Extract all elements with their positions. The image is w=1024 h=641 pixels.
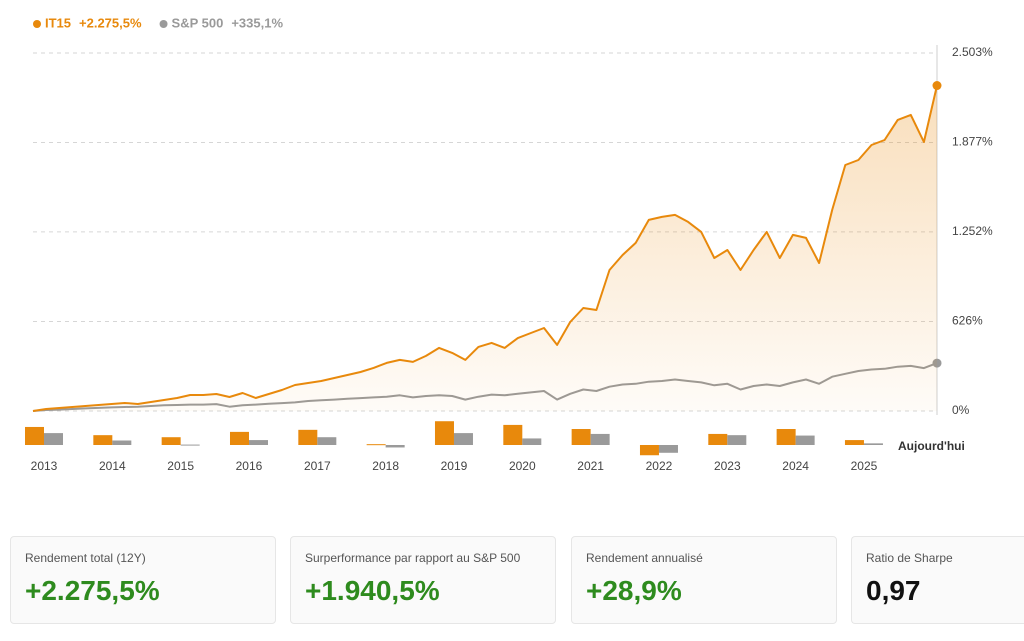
stat-card: Rendement total (12Y) +2.275,5% — [10, 536, 276, 624]
legend-dot — [33, 20, 41, 28]
bar — [44, 433, 63, 445]
bar — [708, 433, 728, 445]
x-tick-label: 2013 — [31, 459, 58, 473]
x-tick-label: 2022 — [646, 459, 673, 473]
legend-name: S&P 500 — [172, 15, 224, 30]
bar — [93, 435, 113, 445]
x-tick-label: 2024 — [782, 459, 809, 473]
end-dot — [932, 81, 942, 91]
stat-card: Surperformance par rapport au S&P 500 +1… — [290, 536, 556, 624]
legend-name: IT15 — [45, 15, 71, 30]
x-tick-label: 2014 — [99, 459, 126, 473]
annotation: Aujourd'hui — [898, 439, 965, 453]
y-tick-label: 0% — [952, 403, 970, 417]
bar — [590, 433, 610, 445]
bar — [571, 429, 591, 445]
stat-value: +2.275,5% — [25, 575, 160, 606]
legend-total: +2.275,5% — [79, 15, 142, 30]
x-tick-label: 2017 — [304, 459, 331, 473]
bar — [385, 445, 405, 448]
bar — [795, 435, 815, 445]
x-tick-label: 2023 — [714, 459, 741, 473]
x-tick-label: 2018 — [372, 459, 399, 473]
area — [33, 85, 937, 411]
legend-total: +335,1% — [231, 15, 283, 30]
x-tick-label: 2020 — [509, 459, 536, 473]
bar — [727, 435, 747, 445]
bar — [844, 440, 864, 445]
bar — [658, 445, 678, 453]
x-tick-label: 2016 — [236, 459, 263, 473]
bar — [248, 440, 268, 445]
bar — [503, 424, 523, 445]
stat-value: +28,9% — [586, 575, 682, 606]
stat-label: Ratio de Sharpe — [866, 551, 953, 565]
bar — [639, 445, 659, 456]
stat-card: Ratio de Sharpe 0,97 — [851, 536, 1024, 624]
bar — [453, 433, 473, 445]
x-tick-label: 2025 — [851, 459, 878, 473]
stat-value: 0,97 — [866, 575, 921, 606]
x-tick-label: 2021 — [577, 459, 604, 473]
bar — [863, 443, 883, 445]
y-tick-label: 626% — [952, 314, 983, 328]
y-tick-label: 1.877% — [952, 135, 993, 149]
bar — [366, 444, 386, 446]
chart: 0% 626% 1.252% 1.877% 2.503% IT15 +2.275,5% S&P… — [25, 15, 993, 473]
bar — [180, 444, 200, 446]
bar — [776, 429, 796, 445]
bar — [317, 437, 337, 445]
bar — [522, 438, 542, 445]
stat-value: +1.940,5% — [305, 575, 440, 606]
y-tick-label: 1.252% — [952, 224, 993, 238]
bar — [161, 437, 181, 445]
stat-label: Surperformance par rapport au S&P 500 — [305, 551, 521, 565]
bar — [229, 431, 249, 445]
stat-label: Rendement annualisé — [586, 551, 703, 565]
bar — [298, 429, 318, 445]
bar — [112, 440, 132, 445]
stat-label: Rendement total (12Y) — [25, 551, 146, 565]
stat-card: Rendement annualisé +28,9% — [571, 536, 837, 624]
bar — [25, 426, 44, 445]
x-tick-label: 2019 — [441, 459, 468, 473]
legend-dot — [159, 20, 168, 28]
y-tick-label: 2.503% — [952, 45, 993, 59]
line — [32, 85, 938, 412]
x-tick-label: 2015 — [167, 459, 194, 473]
bar — [434, 421, 454, 445]
